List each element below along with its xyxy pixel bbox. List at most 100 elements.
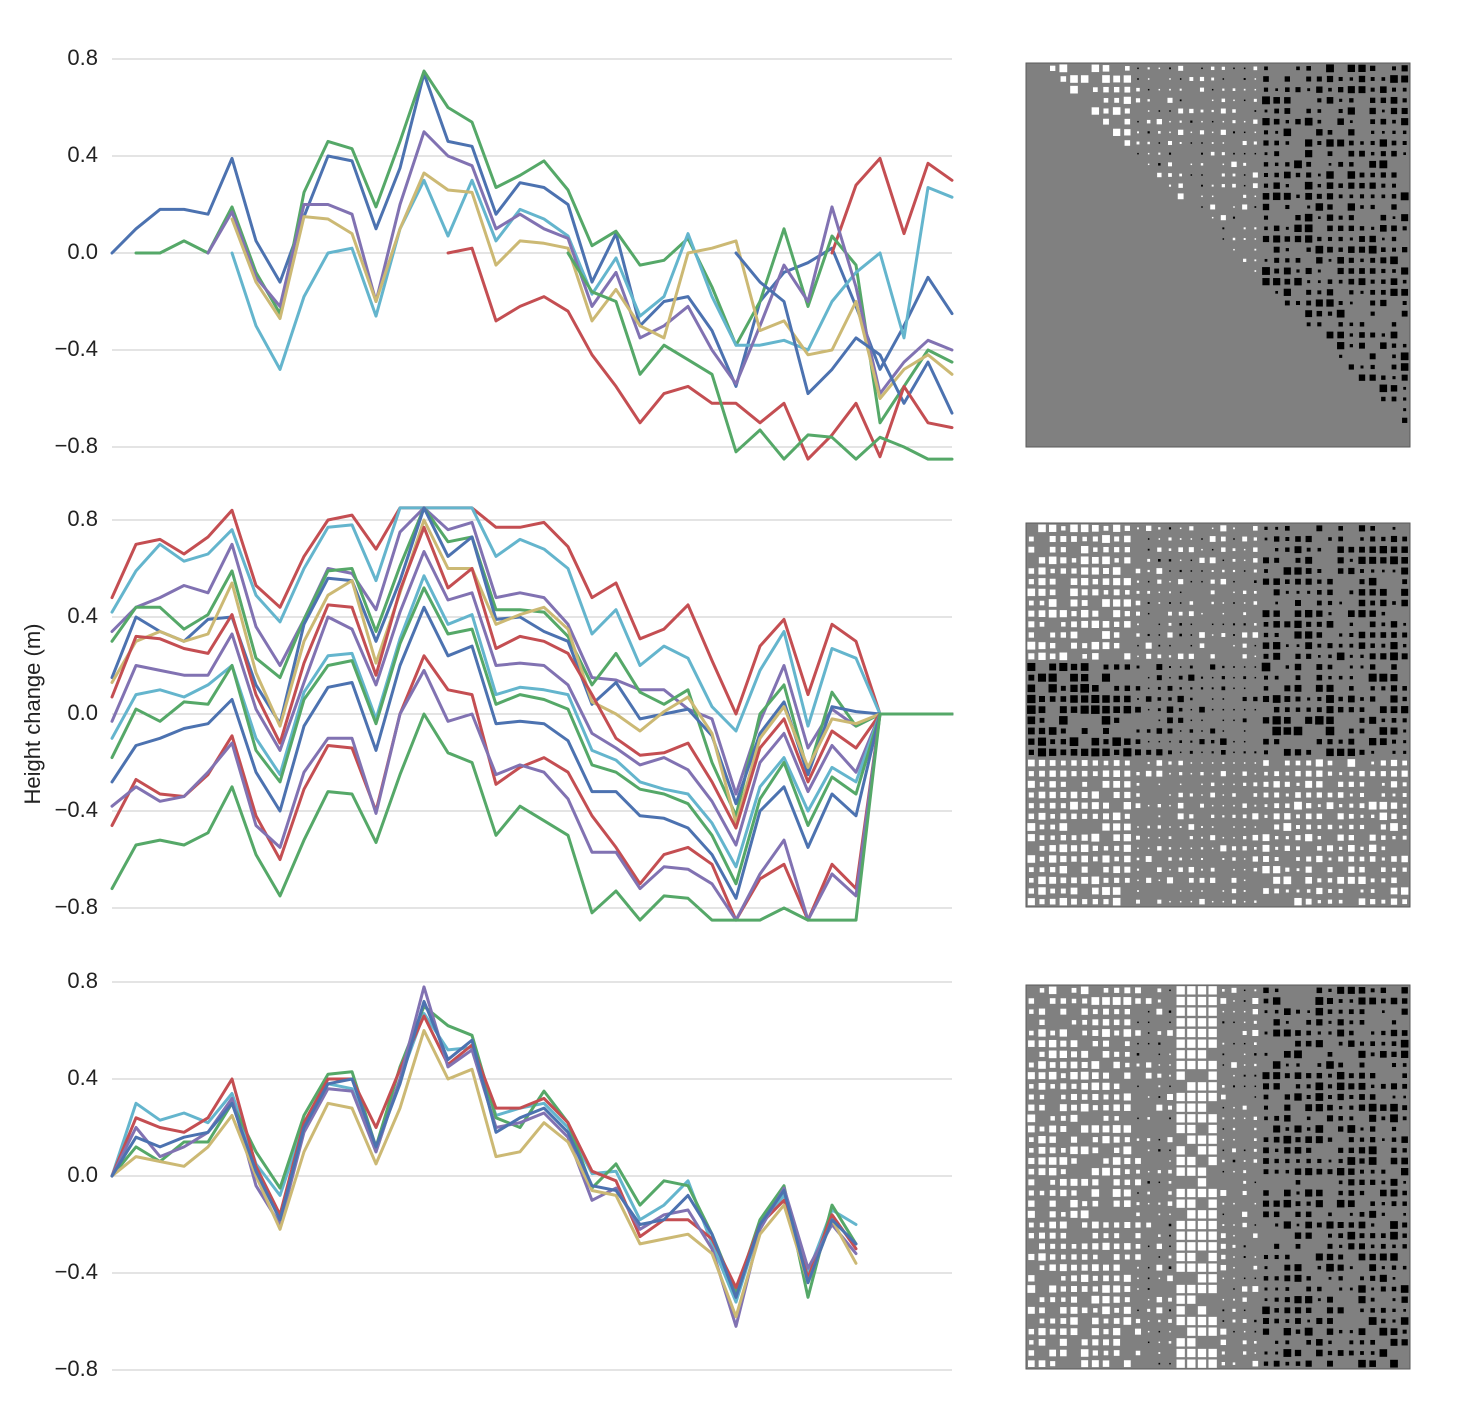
matrix-cell <box>1124 547 1130 553</box>
matrix-cell <box>1264 771 1268 776</box>
matrix-cell <box>1050 888 1056 894</box>
matrix-cell <box>1337 1168 1345 1176</box>
matrix-cell <box>1187 1327 1196 1336</box>
matrix-cell <box>1348 1179 1355 1186</box>
series-line <box>110 506 954 716</box>
matrix-cell <box>1337 342 1345 350</box>
matrix-cell <box>1102 621 1110 628</box>
matrix-cell <box>1295 118 1301 125</box>
matrix-cell <box>1201 538 1203 540</box>
matrix-cell <box>1231 1062 1237 1068</box>
matrix-cell <box>1337 225 1344 232</box>
matrix-cell <box>1243 131 1246 134</box>
matrix-cell <box>1285 793 1289 797</box>
matrix-cell <box>1402 1222 1408 1228</box>
line-panel-bottom: 0.80.40.0−0.4−0.8 <box>55 968 952 1381</box>
matrix-cell <box>1252 1029 1259 1037</box>
matrix-cell <box>1253 1020 1257 1024</box>
matrix-cell <box>1370 643 1375 648</box>
matrix-cell <box>1157 708 1161 712</box>
matrix-cell <box>1262 844 1270 852</box>
matrix-cell <box>1326 706 1334 714</box>
matrix-cell <box>1112 737 1121 746</box>
matrix-cell <box>1295 578 1301 585</box>
matrix-cell <box>1080 705 1089 714</box>
series-line <box>110 586 954 886</box>
matrix-cell <box>1315 716 1324 725</box>
matrix-cell <box>1211 570 1214 573</box>
matrix-cell <box>1135 1233 1141 1239</box>
matrix-cell <box>1392 376 1396 380</box>
matrix-cell <box>1401 599 1408 607</box>
series-line <box>110 1014 858 1289</box>
matrix-cell <box>1231 161 1237 168</box>
matrix-cell <box>1349 333 1353 337</box>
matrix-cell <box>1253 558 1258 563</box>
matrix-cell <box>1359 1072 1365 1079</box>
matrix-cell <box>1211 131 1214 134</box>
matrix-cell <box>1070 578 1078 585</box>
matrix-cell <box>1028 546 1035 553</box>
matrix-cell <box>1190 890 1193 892</box>
matrix-cell <box>1102 556 1110 565</box>
matrix-cell <box>1071 856 1077 862</box>
matrix-cell <box>1243 78 1246 80</box>
matrix-cell <box>1326 1061 1334 1069</box>
series-line <box>110 550 954 847</box>
matrix-cell <box>1295 600 1301 606</box>
matrix-cell <box>1060 728 1066 734</box>
matrix-cell <box>1176 996 1185 1006</box>
matrix-cell <box>1358 64 1366 72</box>
matrix-cell <box>1294 610 1302 617</box>
matrix-cell <box>1274 632 1279 638</box>
matrix-cell <box>1179 88 1182 91</box>
matrix-cell <box>1285 226 1289 230</box>
matrix-cell <box>1263 76 1269 82</box>
matrix-cell <box>1381 857 1385 861</box>
matrix-cell <box>1135 1158 1141 1164</box>
matrix-cell <box>1114 1009 1120 1015</box>
matrix-cell <box>1380 97 1387 104</box>
matrix-cell <box>1347 107 1355 115</box>
matrix-cell <box>1091 748 1100 757</box>
matrix-cell <box>1232 623 1236 626</box>
matrix-cell <box>1222 1309 1225 1312</box>
matrix-cell <box>1060 1126 1067 1132</box>
matrix-cell <box>1222 665 1225 669</box>
matrix-cell <box>1390 642 1398 650</box>
matrix-cell <box>1168 857 1172 861</box>
matrix-cell <box>1381 77 1386 81</box>
matrix-cell <box>1092 899 1098 905</box>
matrix-cell <box>1092 1339 1099 1346</box>
matrix-cell <box>1176 1156 1185 1166</box>
matrix-cell <box>1113 1104 1120 1111</box>
matrix-cell <box>1147 602 1150 604</box>
matrix-cell <box>1369 1094 1376 1100</box>
matrix-cell <box>1242 1211 1248 1217</box>
matrix-cell <box>1283 748 1291 756</box>
matrix-cell <box>1222 708 1225 711</box>
matrix-cell <box>1211 120 1214 123</box>
matrix-cell <box>1061 1212 1066 1217</box>
matrix-cell <box>1101 716 1111 725</box>
matrix-cell <box>1028 1222 1034 1228</box>
matrix-cell <box>1275 526 1279 530</box>
matrix-cell <box>1349 793 1353 797</box>
matrix-cell <box>1190 772 1193 775</box>
matrix-cell <box>1081 866 1088 873</box>
matrix-cell <box>1209 536 1216 542</box>
matrix-cell <box>1038 727 1046 735</box>
matrix-cell <box>1092 1105 1098 1111</box>
matrix-cell <box>1233 152 1235 155</box>
matrix-cell <box>1360 258 1364 263</box>
matrix-cell <box>1263 1169 1269 1175</box>
matrix-cell <box>1328 612 1332 616</box>
matrix-cell <box>1124 877 1130 883</box>
matrix-cell <box>1187 1188 1196 1198</box>
matrix-cell <box>1294 1125 1302 1133</box>
series-line <box>110 605 954 900</box>
matrix-cell <box>1199 87 1205 92</box>
matrix-cell <box>1233 1074 1235 1077</box>
matrix-cell <box>1369 844 1377 852</box>
matrix-cell <box>1391 140 1397 146</box>
